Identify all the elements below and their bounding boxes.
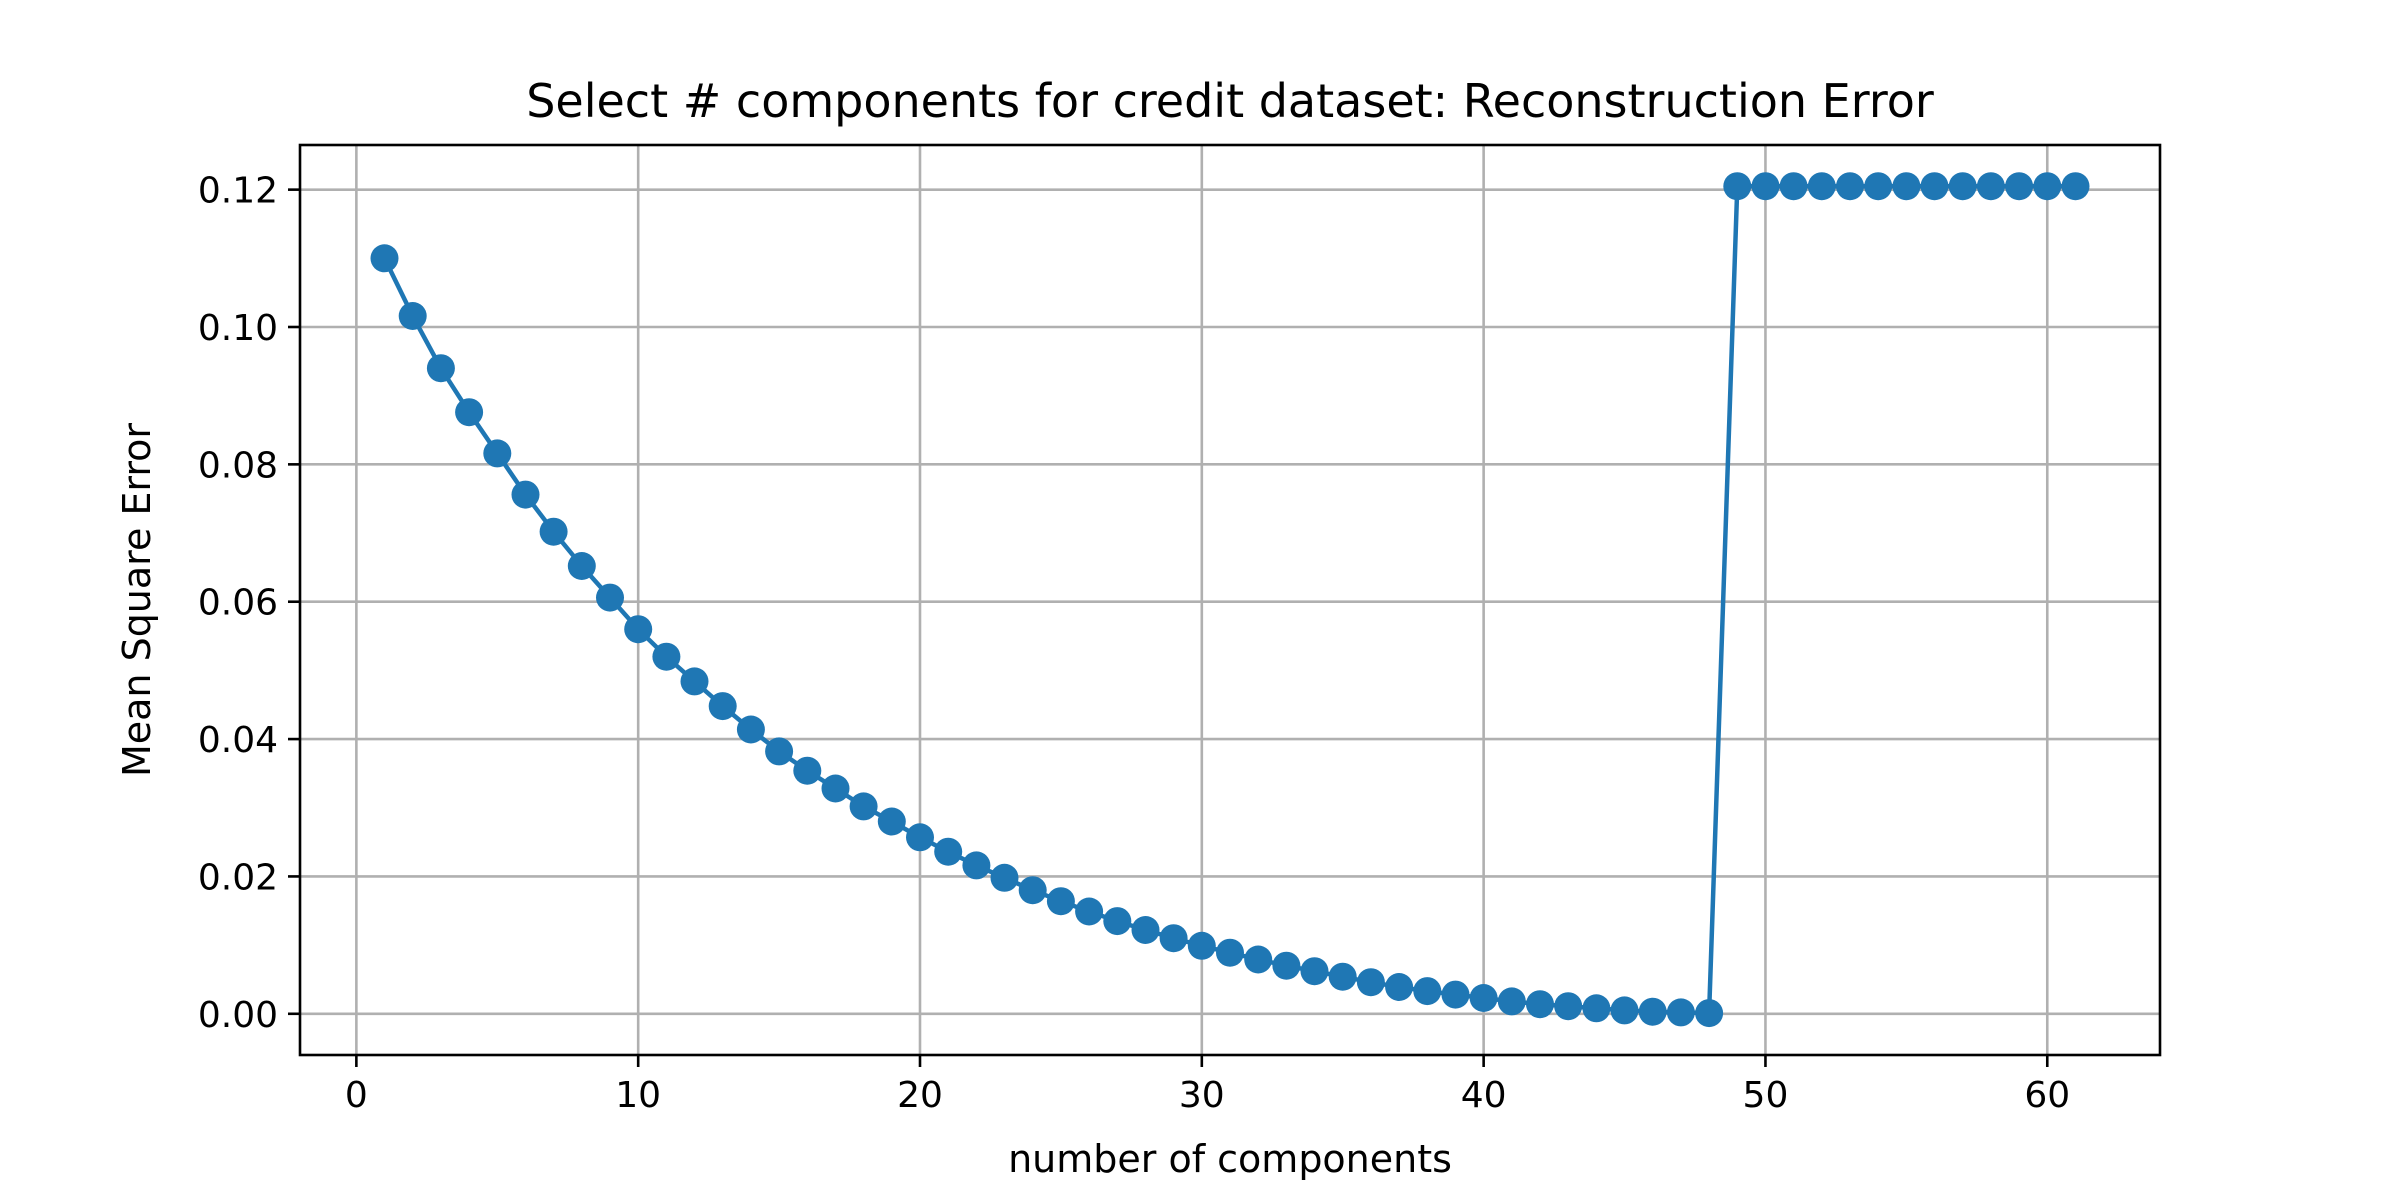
data-point [1976, 172, 2005, 201]
data-point [1131, 916, 1160, 944]
data-point [877, 807, 906, 836]
plot-frame [298, 143, 2162, 1057]
data-point [1356, 968, 1385, 997]
x-tick-label: 0 [345, 1075, 368, 1116]
y-tick-label: 0.08 [198, 445, 278, 486]
data-point [1328, 962, 1357, 991]
data-point [849, 792, 878, 821]
data-point [596, 583, 624, 612]
data-point [1920, 172, 1949, 201]
data-point [1554, 992, 1583, 1021]
data-point [1892, 172, 1921, 201]
x-axis-title: number of components [1008, 1137, 1452, 1181]
y-axis-title: Mean Square Error [115, 423, 159, 777]
x-tick-label: 60 [2024, 1075, 2070, 1116]
data-point [793, 756, 822, 785]
data-point [1836, 172, 1864, 201]
data-point [934, 837, 963, 866]
data-point [1864, 172, 1893, 201]
data-point [962, 851, 991, 880]
data-point [1272, 951, 1301, 980]
data-point [1497, 987, 1526, 1016]
data-point [567, 552, 596, 580]
data-point [1638, 997, 1667, 1026]
data-point [2061, 172, 2090, 201]
axis-ticks: 0 10 20 30 40 50 60 0.00 0.02 0.04 0.06 0.08 0.10 0.1… [198, 171, 2070, 1116]
y-tick-label: 0.12 [198, 171, 278, 212]
data-point [1441, 980, 1470, 1009]
y-tick-label: 0.02 [198, 857, 278, 898]
data-point [1807, 172, 1836, 201]
data-point [990, 863, 1019, 892]
data-point [1300, 957, 1329, 986]
x-tick-label: 40 [1461, 1075, 1507, 1116]
data-point [906, 823, 934, 852]
data-point [1244, 945, 1273, 974]
x-tick-label: 10 [615, 1075, 661, 1116]
data-point [2005, 172, 2034, 201]
data-point [1075, 897, 1104, 926]
data-point [1582, 994, 1611, 1023]
data-point [1666, 998, 1695, 1027]
data-point [1469, 984, 1498, 1012]
x-tick-label: 30 [1179, 1075, 1225, 1116]
x-tick-label: 50 [1743, 1075, 1789, 1116]
data-point [624, 615, 653, 644]
data-point [1610, 996, 1639, 1025]
y-tick-label: 0.00 [198, 995, 278, 1036]
data-point [511, 480, 540, 509]
data-point [1413, 977, 1442, 1006]
data-point [1751, 172, 1780, 201]
y-tick-label: 0.06 [198, 583, 278, 624]
data-point [1695, 999, 1724, 1028]
grid-lines [300, 145, 2160, 1055]
data-point [736, 715, 765, 744]
data-point [1526, 990, 1554, 1019]
data-point [1723, 172, 1752, 201]
data-point [821, 774, 850, 803]
data-point [1046, 887, 1075, 916]
data-point [765, 737, 794, 766]
data-point [2033, 172, 2062, 201]
y-tick-label: 0.04 [198, 720, 278, 761]
data-point [1187, 931, 1216, 960]
data-point [1216, 938, 1244, 967]
data-point [1018, 876, 1047, 905]
data-point [1159, 924, 1188, 953]
data-point [708, 692, 737, 721]
data-point [1385, 973, 1414, 1001]
y-tick-label: 0.10 [198, 308, 278, 349]
data-point [426, 354, 455, 383]
data-point [652, 642, 681, 671]
data-point [370, 244, 399, 273]
x-tick-label: 20 [897, 1075, 943, 1116]
data-point [483, 439, 512, 468]
data-point [680, 667, 709, 696]
data-point [1103, 907, 1132, 936]
chart-title: Select # components for credit dataset: … [526, 74, 1934, 128]
plot-series [370, 172, 2090, 1028]
data-point [1779, 172, 1808, 201]
data-point [398, 302, 427, 330]
data-point [539, 517, 568, 546]
data-point [1948, 172, 1977, 201]
data-point [455, 398, 484, 427]
